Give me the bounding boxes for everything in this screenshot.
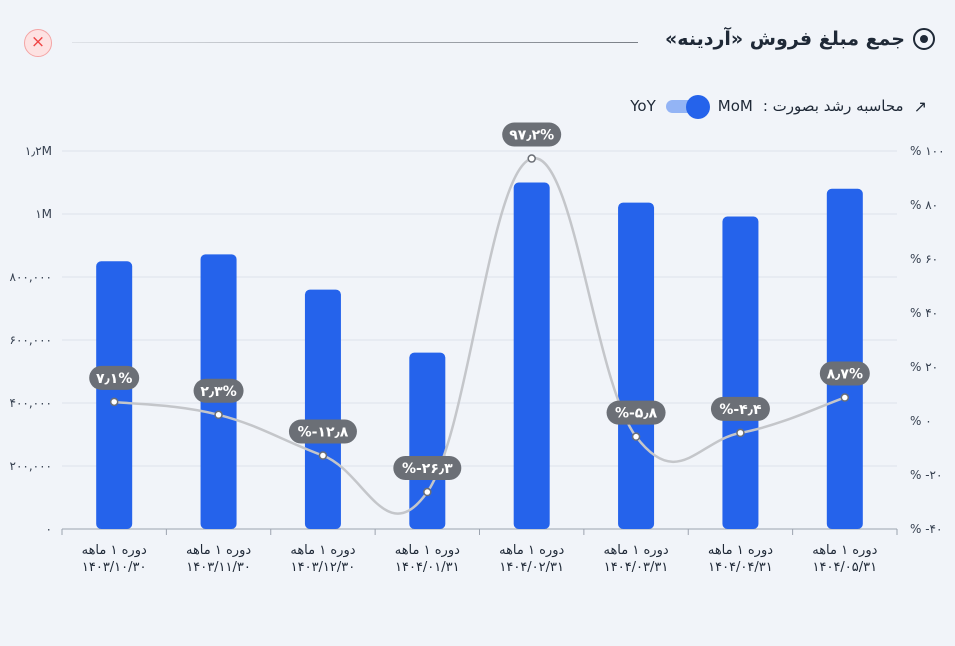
growth-badge-label: ۲٫۳% [200,384,236,400]
x-category-date: ۱۴۰۴/۰۲/۳۱ [499,560,564,575]
x-category-date: ۱۴۰۴/۰۳/۳۱ [604,560,669,575]
growth-point [631,432,641,441]
right-tick-label: % ۲۰ [910,360,938,374]
x-category-date: ۱۴۰۳/۱۲/۳۰ [291,560,356,575]
mom-option[interactable]: MoM [717,97,753,115]
right-tick-label: % ۸۰ [910,198,938,212]
growth-point [109,397,119,407]
sales-bar [513,182,550,529]
left-tick-label: ۲۰۰,۰۰۰ [10,459,53,473]
growth-point [318,451,328,460]
x-category-date: ۱۴۰۳/۱۱/۳۰ [186,560,251,575]
growth-mode-label: محاسبه رشد بصورت : [762,97,904,115]
x-category-date: ۱۴۰۴/۰۱/۳۱ [395,560,460,575]
sales-bar [826,188,863,530]
left-tick-label: ۶۰۰,۰۰۰ [10,333,53,347]
yoy-option[interactable]: YoY [630,97,656,115]
title-divider [72,42,638,43]
growth-badge-label: %-۲۶٫۳ [402,461,453,477]
trend-arrow-icon: ↗ [913,96,927,116]
growth-badge-label: ۸٫۷% [827,367,863,383]
x-category-label: دوره ۱ ماهه [290,543,355,558]
left-tick-label: ۸۰۰,۰۰۰ [10,270,53,284]
right-tick-label: % -۲۰ [910,468,942,482]
close-button[interactable]: × [24,29,52,57]
growth-badge-label: %-۵٫۸ [615,406,658,422]
x-category-date: ۱۴۰۴/۰۴/۳۱ [708,560,773,575]
growth-badge [89,365,140,390]
x-category-label: دوره ۱ ماهه [82,543,147,558]
x-category-label: دوره ۱ ماهه [708,543,773,558]
growth-point [527,154,536,163]
growth-mode-switch[interactable] [665,95,710,119]
sales-bar [722,216,759,529]
growth-badge [288,419,357,444]
growth-point [840,393,850,402]
growth-badge [710,396,770,421]
x-category-date: ۱۴۰۴/۰۵/۳۱ [813,560,878,575]
left-tick-label: ۱M [35,207,52,221]
right-tick-label: % ۱۰۰ [910,144,945,158]
growth-badge-label: ۷٫۱% [96,371,132,387]
left-tick-label: ۱٫۲M [25,144,52,158]
sales-bar [304,289,341,529]
growth-badge [606,400,666,425]
x-category-label: دوره ۱ ماهه [499,543,564,558]
sales-bar [96,261,133,529]
switch-knob[interactable] [685,95,710,119]
x-category-label: دوره ۱ ماهه [395,543,460,558]
growth-badge-label: %-۴٫۴ [719,402,762,418]
sales-bar [409,352,446,529]
chart-title: جمع مبلغ فروش «آردینه» [665,28,905,50]
growth-point [423,487,432,497]
right-tick-label: % ۰ [910,414,932,428]
growth-mode-toggle-row: ↗ محاسبه رشد بصورت : MoM YoY [630,95,927,119]
growth-badge [819,361,870,386]
growth-badge-label: ۹۷٫۲% [509,128,554,144]
growth-line [112,157,847,515]
growth-badge-label: %-۱۲٫۸ [298,425,349,441]
right-tick-label: % -۴۰ [910,522,942,536]
left-tick-label: ۰ [46,522,52,536]
x-category-date: ۱۴۰۳/۱۰/۳۰ [82,560,147,575]
right-tick-label: % ۶۰ [910,252,938,266]
x-category-label: دوره ۱ ماهه [812,543,877,558]
growth-badge [193,378,244,403]
x-category-label: دوره ۱ ماهه [603,543,668,558]
growth-badge [502,122,562,147]
growth-point [214,410,223,420]
x-category-label: دوره ۱ ماهه [186,543,251,558]
chart-settings-icon[interactable] [913,28,935,50]
growth-badge [393,456,462,481]
right-tick-label: % ۴۰ [910,306,938,320]
growth-point [736,428,745,438]
card-header: جمع مبلغ فروش «آردینه» [665,28,935,50]
left-tick-label: ۴۰۰,۰۰۰ [10,396,53,410]
sales-bar [618,202,655,529]
